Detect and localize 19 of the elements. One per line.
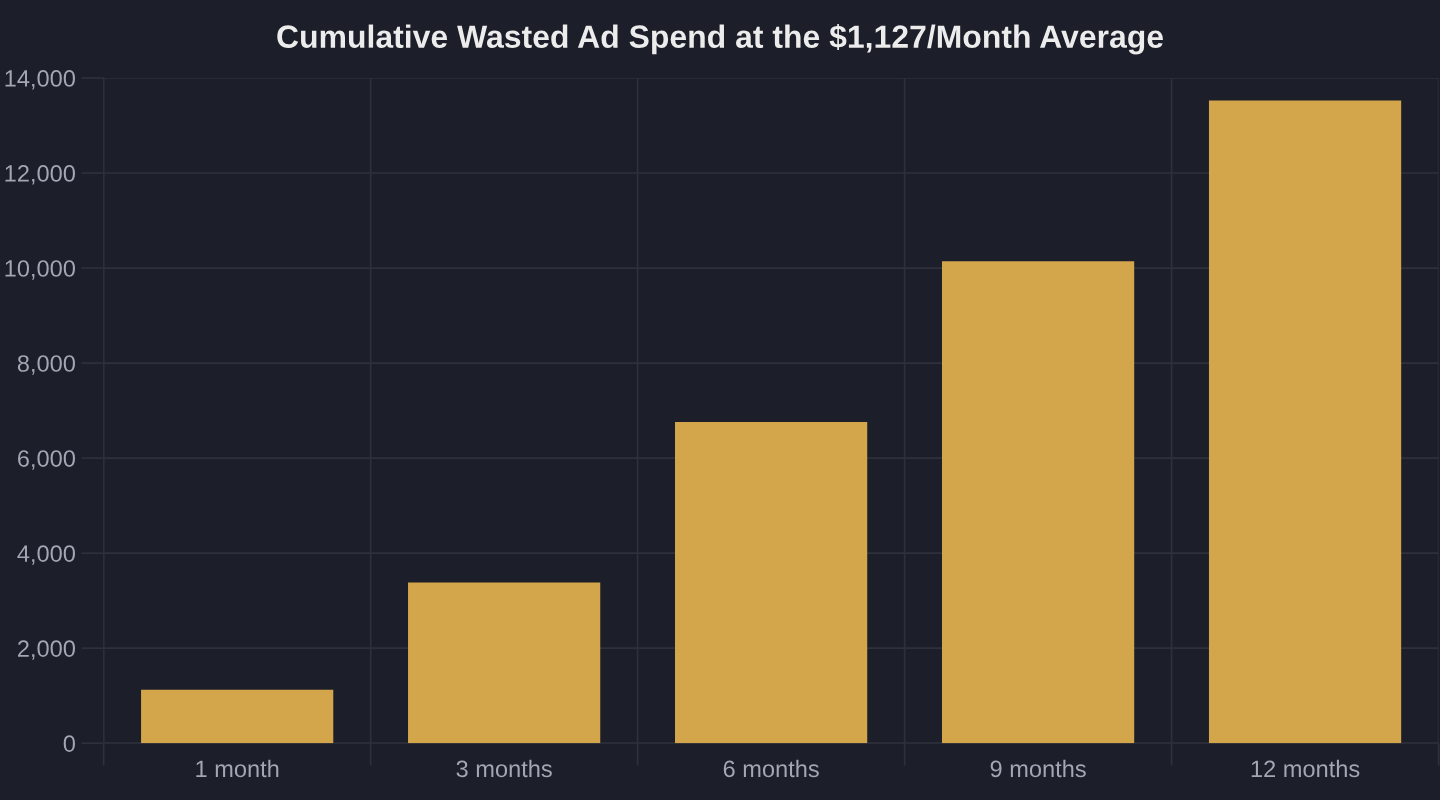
bar [141,689,334,744]
y-tick-label: 12,000 [5,165,75,185]
bar [675,421,868,744]
y-tick-label: 6,000 [18,450,75,470]
x-tick-label: 6 months [723,759,819,778]
bar [941,261,1135,744]
x-tick-label: 1 month [196,759,279,778]
x-tick-label: 9 months [990,759,1086,778]
y-tick-label: 0 [63,735,75,752]
bar [1208,100,1402,744]
x-tick-label: 12 months [1251,759,1360,778]
y-tick-label: 10,000 [5,260,75,280]
bar [408,582,601,744]
y-tick-label: 2,000 [18,640,75,660]
chart-title: Cumulative Wasted Ad Spend at the $1,127/Month Average [277,23,1163,55]
y-tick-label: 4,000 [17,545,75,565]
y-tick-label: 14,000 [5,70,75,90]
x-tick-label: 3 months [456,759,552,778]
y-tick-label: 8,000 [17,355,75,375]
